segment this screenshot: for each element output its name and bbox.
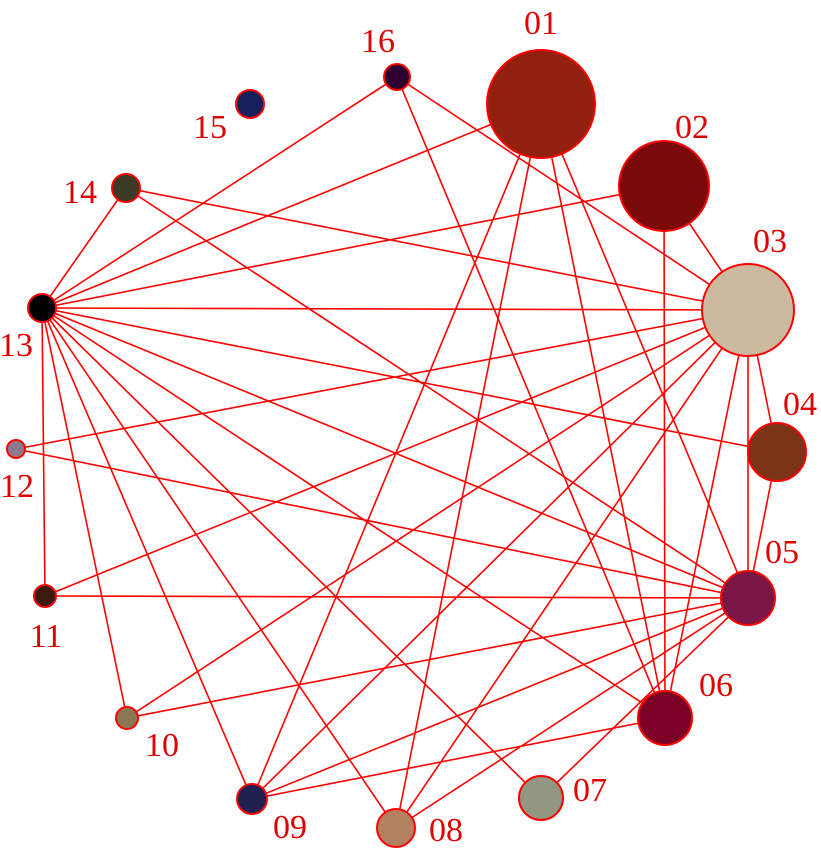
node-10 — [115, 706, 139, 730]
node-15 — [235, 89, 265, 119]
edge-03-16 — [396, 76, 749, 311]
node-11 — [33, 584, 57, 608]
node-label-04: 04 — [783, 386, 817, 423]
node-label-11: 11 — [30, 618, 63, 655]
edge-06-09 — [251, 717, 666, 800]
node-03 — [701, 263, 795, 357]
node-label-06: 06 — [699, 667, 733, 704]
edge-01-09 — [251, 103, 542, 800]
node-02 — [618, 140, 710, 232]
edge-13-16 — [41, 76, 398, 309]
node-16 — [383, 63, 411, 91]
node-label-12: 12 — [0, 468, 34, 505]
node-label-08: 08 — [429, 812, 463, 849]
node-14 — [111, 173, 141, 203]
edge-08-13 — [41, 307, 397, 829]
edge-06-13 — [41, 307, 666, 719]
edge-05-14 — [125, 187, 749, 599]
node-label-01: 01 — [524, 5, 558, 42]
edge-03-14 — [125, 187, 749, 311]
edge-09-13 — [41, 307, 253, 800]
edge-10-13 — [41, 307, 128, 719]
edge-03-09 — [251, 309, 749, 800]
node-label-05: 05 — [765, 534, 799, 571]
node-12 — [6, 439, 26, 459]
edge-07-13 — [41, 307, 542, 799]
node-06 — [637, 690, 693, 746]
node-label-14: 14 — [63, 174, 97, 211]
node-label-07: 07 — [573, 772, 607, 809]
edge-05-09 — [251, 597, 749, 800]
node-label-03: 03 — [753, 223, 787, 260]
edge-05-12 — [15, 448, 749, 599]
edge-05-10 — [126, 597, 749, 719]
node-label-02: 02 — [675, 109, 709, 146]
edge-03-13 — [41, 307, 749, 311]
node-07 — [518, 775, 564, 821]
edge-05-07 — [540, 597, 749, 799]
node-08 — [376, 808, 416, 848]
labels-layer: 01 02 03 04 05 06 07 08 09 10 11 12 13 14 15 16 — [0, 5, 817, 849]
node-label-15: 15 — [193, 109, 227, 146]
edge-05-13 — [41, 307, 749, 599]
node-01 — [486, 49, 596, 159]
node-label-16: 16 — [361, 23, 395, 60]
node-05 — [720, 570, 776, 626]
edge-11-13 — [41, 307, 46, 597]
node-label-10: 10 — [145, 727, 179, 764]
edge-03-08 — [395, 309, 749, 829]
node-label-09: 09 — [273, 809, 307, 846]
edge-03-12 — [15, 309, 749, 450]
edge-04-13 — [41, 307, 778, 453]
edge-13-14 — [41, 187, 127, 309]
edge-05-11 — [44, 595, 749, 599]
edge-03-06 — [664, 309, 749, 719]
node-13 — [27, 293, 57, 323]
edge-03-10 — [126, 309, 749, 719]
edge-02-13 — [41, 185, 665, 309]
node-09 — [236, 783, 268, 815]
edge-01-13 — [41, 103, 542, 309]
node-label-13: 13 — [0, 327, 33, 364]
edge-05-08 — [395, 597, 749, 829]
edge-02-06 — [663, 185, 666, 719]
edge-01-05 — [540, 103, 749, 599]
node-04 — [747, 422, 807, 482]
nodes-layer — [6, 49, 807, 848]
edge-06-16 — [396, 76, 666, 719]
edge-01-08 — [395, 103, 542, 829]
